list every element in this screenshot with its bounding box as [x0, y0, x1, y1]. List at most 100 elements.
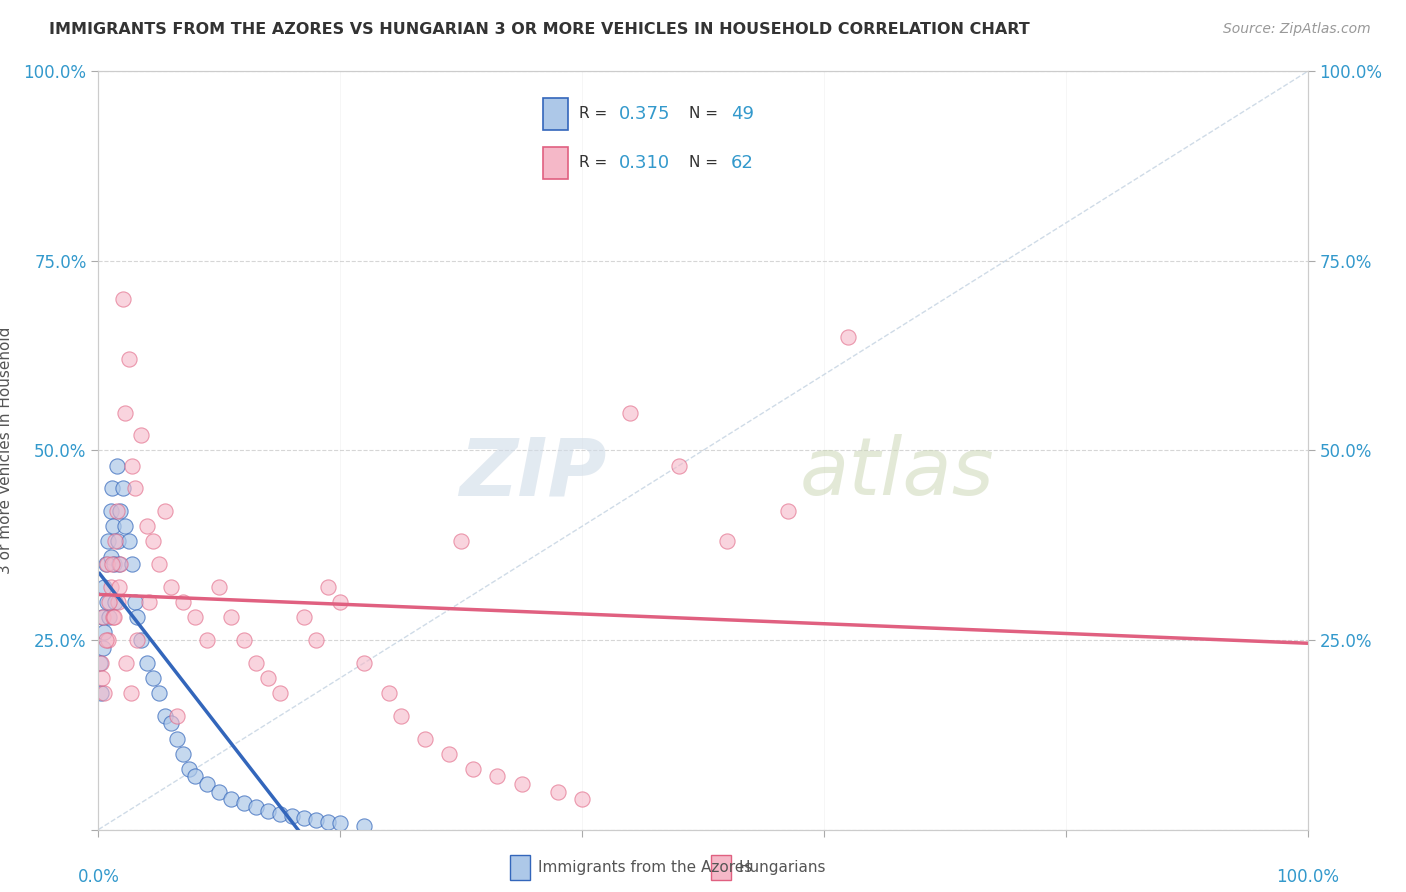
Point — [124, 482, 146, 496]
Text: R =: R = — [579, 106, 613, 121]
Point — [121, 557, 143, 572]
Point — [160, 580, 183, 594]
Point — [619, 405, 641, 420]
Point — [172, 595, 194, 609]
Point — [195, 633, 218, 648]
Point — [105, 458, 128, 473]
Point — [232, 796, 254, 810]
Text: R =: R = — [579, 155, 613, 170]
Point — [100, 482, 122, 496]
Point — [776, 504, 799, 518]
Point — [101, 519, 124, 533]
Point — [153, 708, 176, 723]
Point — [100, 580, 122, 594]
Point — [104, 534, 127, 549]
Point — [127, 610, 149, 624]
Point — [103, 610, 125, 624]
Point — [135, 519, 157, 533]
Point — [668, 458, 690, 473]
Text: N =: N = — [689, 106, 723, 121]
Text: Immigrants from the Azores: Immigrants from the Azores — [537, 860, 752, 875]
Point — [221, 610, 243, 624]
Point — [108, 504, 131, 518]
Point — [135, 656, 157, 670]
Point — [98, 595, 121, 609]
Text: 49: 49 — [731, 104, 754, 122]
Point — [316, 580, 339, 594]
Point — [256, 671, 278, 685]
Point — [716, 534, 738, 549]
Point — [91, 671, 114, 685]
Point — [292, 811, 315, 825]
Point — [269, 807, 291, 822]
Point — [172, 747, 194, 761]
Point — [107, 595, 129, 609]
Point — [94, 557, 117, 572]
Text: 62: 62 — [731, 154, 754, 172]
Point — [184, 769, 207, 784]
Point — [208, 785, 231, 799]
Point — [269, 686, 291, 700]
Point — [129, 428, 152, 442]
Point — [93, 625, 115, 640]
Point — [292, 610, 315, 624]
Point — [129, 633, 152, 648]
Point — [329, 816, 352, 830]
Point — [166, 708, 188, 723]
Point — [148, 686, 170, 700]
Point — [389, 708, 412, 723]
Point — [118, 534, 141, 549]
Point — [232, 633, 254, 648]
Point — [94, 633, 117, 648]
Point — [97, 633, 120, 648]
Point — [148, 557, 170, 572]
Point — [118, 352, 141, 367]
Point — [91, 610, 114, 624]
Point — [103, 557, 125, 572]
Text: Source: ZipAtlas.com: Source: ZipAtlas.com — [1223, 22, 1371, 37]
Point — [463, 762, 485, 776]
Point — [245, 656, 267, 670]
Point — [142, 671, 165, 685]
Point — [91, 640, 114, 655]
Text: N =: N = — [689, 155, 723, 170]
Point — [96, 595, 118, 609]
Point — [111, 482, 134, 496]
Point — [547, 785, 569, 799]
Point — [353, 656, 375, 670]
Point — [305, 633, 328, 648]
Point — [413, 731, 436, 746]
Text: atlas: atlas — [800, 434, 994, 512]
Point — [100, 557, 122, 572]
Point — [124, 595, 146, 609]
Point — [90, 656, 112, 670]
Text: 0.310: 0.310 — [619, 154, 669, 172]
Point — [120, 686, 142, 700]
Text: ZIP: ZIP — [458, 434, 606, 512]
Point — [437, 747, 460, 761]
Point — [93, 686, 115, 700]
Point — [98, 610, 121, 624]
Point — [245, 800, 267, 814]
Point — [837, 330, 859, 344]
Point — [184, 610, 207, 624]
Point — [104, 595, 127, 609]
Point — [91, 610, 114, 624]
Point — [142, 534, 165, 549]
Point — [160, 716, 183, 731]
Point — [195, 777, 218, 791]
Text: IMMIGRANTS FROM THE AZORES VS HUNGARIAN 3 OR MORE VEHICLES IN HOUSEHOLD CORRELAT: IMMIGRANTS FROM THE AZORES VS HUNGARIAN … — [49, 22, 1031, 37]
FancyBboxPatch shape — [543, 147, 568, 178]
Point — [108, 557, 131, 572]
Point — [114, 519, 136, 533]
Point — [571, 792, 593, 806]
Point — [450, 534, 472, 549]
Text: Hungarians: Hungarians — [738, 860, 825, 875]
Point — [510, 777, 533, 791]
Point — [305, 814, 328, 828]
Bar — [711, 855, 731, 880]
Point — [93, 580, 115, 594]
Point — [221, 792, 243, 806]
Point — [316, 815, 339, 830]
Point — [105, 504, 128, 518]
